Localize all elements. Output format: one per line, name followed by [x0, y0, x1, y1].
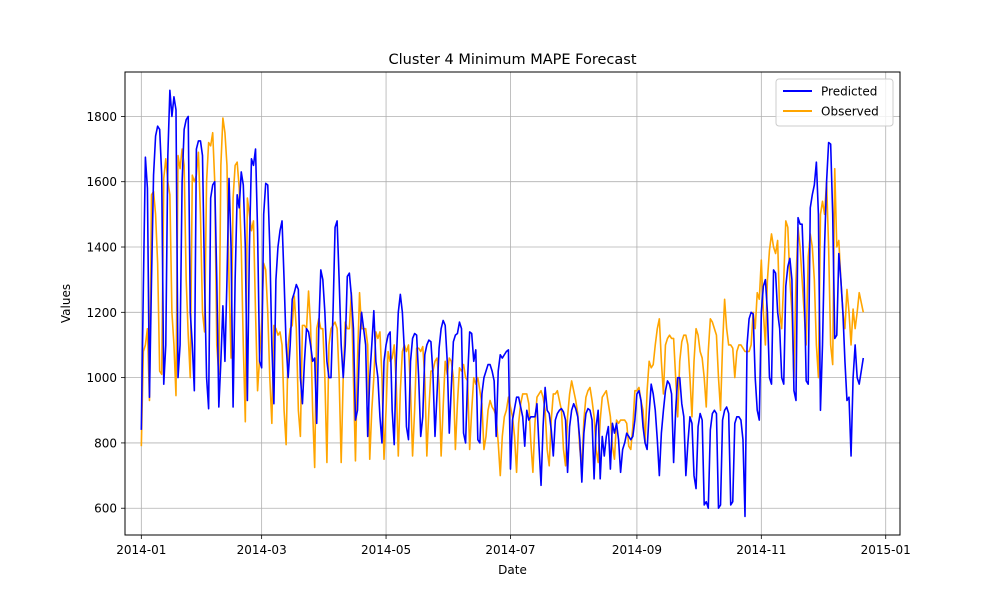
- legend-label-observed: Observed: [821, 105, 879, 119]
- y-tick-label: 800: [94, 436, 117, 450]
- plot-frame: [124, 71, 901, 536]
- x-axis-ticks: 2014-01 2014-03 2014-05 2014-07 2014-09 2014-…: [116, 535, 911, 557]
- y-tick-label: 1200: [86, 306, 117, 320]
- y-tick-label: 600: [94, 502, 117, 516]
- x-tick-label: 2014-03: [237, 543, 287, 557]
- x-tick-label: 2014-05: [361, 543, 411, 557]
- y-tick-label: 1000: [86, 371, 117, 385]
- plot-area: [125, 72, 900, 535]
- x-tick-label: 2015-01: [861, 543, 911, 557]
- x-tick-label: 2014-11: [736, 543, 786, 557]
- chart-title: Cluster 4 Minimum MAPE Forecast: [388, 52, 636, 68]
- x-tick-label: 2014-07: [485, 543, 535, 557]
- legend: Predicted Observed: [775, 78, 894, 127]
- series-lines: [140, 89, 865, 518]
- y-tick-label: 1800: [86, 110, 117, 124]
- y-tick-label: 1600: [86, 175, 117, 189]
- x-tick-label: 2014-01: [116, 543, 166, 557]
- y-axis-label: Values: [59, 284, 73, 323]
- x-tick-label: 2014-09: [612, 543, 662, 557]
- x-axis-label: Date: [498, 563, 527, 577]
- y-tick-label: 1400: [86, 241, 117, 255]
- legend-label-predicted: Predicted: [821, 85, 877, 99]
- series-line-predicted: [140, 89, 865, 518]
- y-axis-ticks: 600 800 1000 1200 1400 1600 1800: [86, 110, 125, 516]
